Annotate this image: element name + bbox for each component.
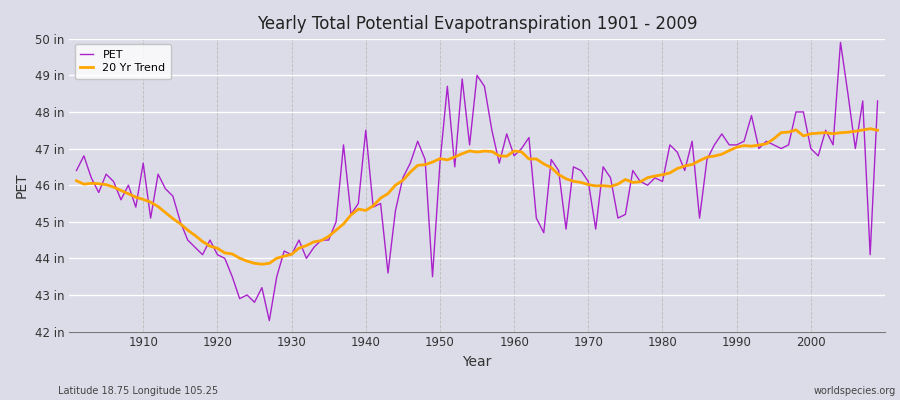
- Text: worldspecies.org: worldspecies.org: [814, 386, 896, 396]
- Y-axis label: PET: PET: [15, 172, 29, 198]
- 20 Yr Trend: [865, 126, 876, 131]
- PET: [835, 40, 846, 45]
- 20 Yr Trend: [301, 243, 311, 248]
- 20 Yr Trend: [872, 128, 883, 133]
- 20 Yr Trend: [605, 184, 616, 189]
- Line: 20 Yr Trend: 20 Yr Trend: [76, 129, 878, 264]
- PET: [264, 318, 274, 323]
- PET: [516, 146, 526, 151]
- 20 Yr Trend: [71, 178, 82, 183]
- PET: [346, 212, 356, 217]
- PET: [508, 154, 519, 158]
- 20 Yr Trend: [508, 148, 519, 153]
- Title: Yearly Total Potential Evapotranspiration 1901 - 2009: Yearly Total Potential Evapotranspiratio…: [256, 15, 698, 33]
- Line: PET: PET: [76, 42, 878, 321]
- PET: [605, 176, 616, 180]
- PET: [71, 168, 82, 173]
- PET: [130, 205, 141, 210]
- 20 Yr Trend: [130, 195, 141, 200]
- Legend: PET, 20 Yr Trend: PET, 20 Yr Trend: [75, 44, 171, 79]
- 20 Yr Trend: [516, 150, 526, 154]
- Text: Latitude 18.75 Longitude 105.25: Latitude 18.75 Longitude 105.25: [58, 386, 219, 396]
- X-axis label: Year: Year: [463, 355, 491, 369]
- PET: [872, 98, 883, 103]
- PET: [301, 256, 311, 261]
- 20 Yr Trend: [346, 212, 356, 217]
- 20 Yr Trend: [256, 262, 267, 267]
